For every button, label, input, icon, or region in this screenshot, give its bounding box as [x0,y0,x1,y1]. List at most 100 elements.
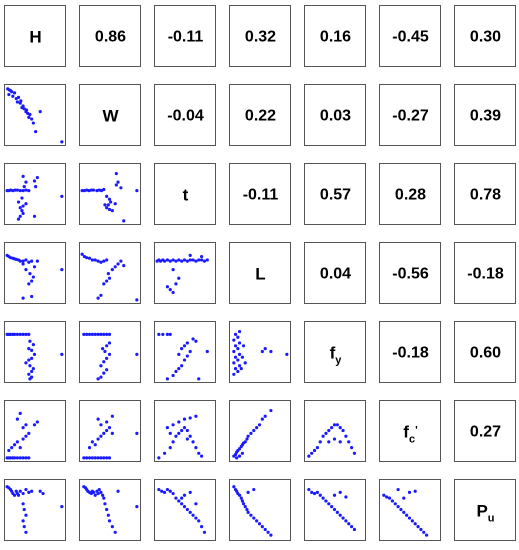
scatter-point [105,344,109,348]
scatter-point [119,186,123,190]
matrix-cell-6-2 [154,479,216,541]
scatter-point [165,377,169,381]
cell-frame [304,400,366,462]
scatter-point [168,489,172,493]
scatter-point [107,426,112,430]
scatter-point [236,335,240,339]
scatter-point [135,431,139,435]
scatter-point [171,373,175,378]
scatter-point [15,456,19,460]
variable-label: L [255,265,265,284]
scatter-point [246,510,250,514]
scatter-point [105,194,109,198]
scatter-point [182,426,187,430]
scatter-point [405,513,409,517]
scatter-point [177,431,181,435]
correlation-value: -0.04 [167,108,204,125]
scatter-point [393,502,397,506]
scatter-point [60,352,64,356]
scatter-point [105,507,109,512]
scatter-point [101,347,105,351]
scatter-point [99,260,103,264]
cell-frame [79,479,141,541]
correlation-value: 0.03 [320,108,351,125]
scatter-point [110,431,114,435]
scatter-point [205,258,209,262]
scatter-point [91,188,96,192]
variable-base: f [330,344,336,363]
cell-frame [229,5,291,67]
scatter-point [110,525,114,529]
scatter-point [200,454,204,458]
scatter-point [27,189,31,193]
scatter-point [182,417,187,421]
scatter-point [330,505,334,509]
matrix-cell-0-6: 0.30 [454,5,516,67]
scatter-point [102,332,106,336]
scatter-point [240,499,244,503]
scatter-point [413,489,417,493]
matrix-cell-0-2: -0.11 [154,5,216,67]
scatter-point [312,491,317,496]
scatter-point [18,446,22,450]
scatter-point [21,502,25,506]
scatter-point [93,443,97,447]
cell-frame [454,242,516,304]
scatter-point [87,446,92,450]
matrix-cell-5-4 [304,400,366,462]
scatter-point [191,337,195,341]
cell-frame [304,242,366,304]
correlation-value: 0.22 [245,108,276,125]
scatter-point [105,258,109,262]
scatter-point [21,332,25,336]
scatter-point [96,437,100,441]
scatter-point [60,140,64,144]
scatter-point [237,447,242,451]
scatter-point [407,516,412,520]
scatter-point [205,349,209,354]
cell-frame [154,321,216,383]
matrix-cell-4-3 [229,321,291,383]
scatter-point [93,258,97,262]
scatter-point [24,268,28,272]
scatter-point [85,256,89,260]
scatter-point [194,502,198,506]
scatter-point [16,217,21,221]
cell-frame [229,84,291,146]
matrix-cell-5-3 [229,400,291,462]
scatter-point [241,502,246,506]
variable-base: H [29,28,41,47]
scatter-point [352,451,357,455]
scatter-point [97,487,101,492]
scatter-point [239,367,243,371]
scatter-point [91,490,96,494]
scatter-point [18,189,22,193]
scatter-point [19,99,23,103]
scatter-point [21,456,25,460]
scatter-point [60,194,64,198]
cell-frame [79,242,141,304]
matrix-cell-2-1 [79,163,141,225]
scatter-point [80,252,84,256]
scatter-point [103,502,107,506]
scatter-point [113,265,117,269]
scatter-point [32,214,37,218]
matrix-cell-1-4: 0.03 [304,84,366,146]
scatter-point [135,298,139,302]
correlation-value: -0.11 [168,29,204,46]
scatter-point [24,188,28,192]
scatter-point [28,112,32,117]
scatter-point [35,259,39,263]
scatter-point [21,437,25,441]
variable-label: fc' [403,423,418,446]
scatter-point [232,349,236,354]
matrix-cell-6-6: Pu [454,479,516,541]
correlation-value: -0.45 [392,29,429,46]
scatter-point [180,259,184,263]
scatter-point [285,352,289,356]
scatter-point [21,259,25,263]
scatter-point [347,440,351,444]
scatter-point [240,451,244,455]
scatter-point [180,428,184,433]
cell-frame [229,242,291,304]
